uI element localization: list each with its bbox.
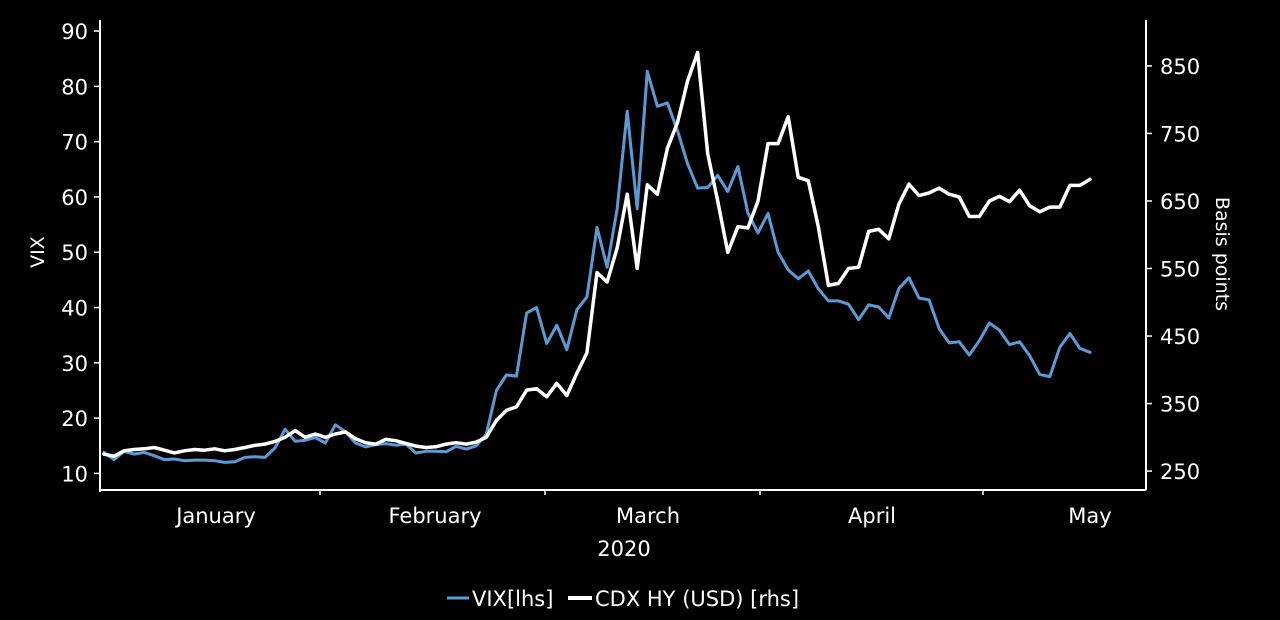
left-y-tick-label: 30: [61, 352, 88, 376]
right-y-tick-label: 350: [1160, 393, 1200, 417]
x-tick-label: March: [616, 504, 680, 528]
left-y-tick-label: 50: [61, 241, 88, 265]
right-y-tick-label: 650: [1160, 190, 1200, 214]
right-y-tick-label: 250: [1160, 460, 1200, 484]
left-y-tick-label: 90: [61, 20, 88, 44]
left-y-tick-label: 60: [61, 186, 88, 210]
legend-label-vix: VIX[lhs]: [472, 587, 553, 611]
vix-series-line: [102, 69, 1092, 464]
x-tick-label: February: [388, 504, 481, 528]
legend: VIX[lhs] CDX HY (USD) [rhs]: [447, 587, 799, 611]
left-y-axis-title: VIX: [27, 236, 49, 268]
left-y-ticks: 10 20 30 40 50 60 70 80 90: [61, 20, 100, 486]
left-y-tick-label: 80: [61, 75, 88, 99]
series-layer: [102, 50, 1092, 464]
left-y-tick-label: 20: [61, 407, 88, 431]
x-tick-label: April: [848, 504, 896, 528]
legend-label-cdx: CDX HY (USD) [rhs]: [595, 587, 799, 611]
x-tick-label: May: [1068, 504, 1111, 528]
right-y-tick-label: 450: [1160, 325, 1200, 349]
right-y-ticks: 250 350 450 550 650 750 850: [1146, 55, 1200, 484]
axes: [99, 20, 1147, 492]
x-ticks: January February March April May: [174, 490, 1112, 528]
x-tick-label: January: [174, 504, 256, 528]
cdx-hy-series-line: [102, 50, 1092, 458]
left-y-tick-label: 10: [61, 462, 88, 486]
left-y-tick-label: 70: [61, 131, 88, 155]
x-axis-title: 2020: [597, 537, 650, 561]
right-y-axis-title: Basis points: [1211, 197, 1233, 311]
right-y-tick-label: 750: [1160, 122, 1200, 146]
right-y-tick-label: 550: [1160, 258, 1200, 282]
left-y-tick-label: 40: [61, 297, 88, 321]
right-y-tick-label: 850: [1160, 55, 1200, 79]
